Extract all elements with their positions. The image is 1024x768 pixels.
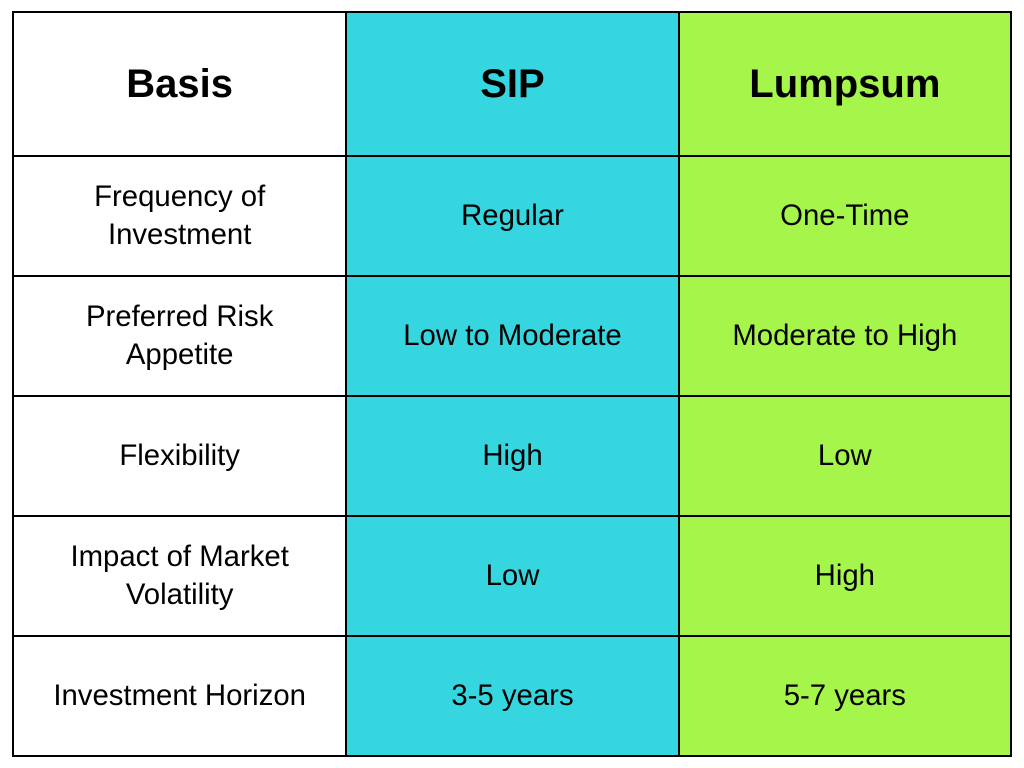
cell-text: Low to Moderate — [403, 317, 621, 355]
cell-basis: Investment Horizon — [13, 636, 346, 756]
table-row: Investment Horizon 3-5 years 5-7 years — [13, 636, 1011, 756]
header-lumpsum: Lumpsum — [679, 12, 1011, 156]
cell-sip: 3-5 years — [346, 636, 678, 756]
comparison-table: Basis SIP Lumpsum Frequency of Investmen… — [12, 11, 1012, 757]
cell-sip: High — [346, 396, 678, 516]
table-row: Preferred Risk Appetite Low to Moderate … — [13, 276, 1011, 396]
cell-text: Low — [486, 557, 540, 595]
cell-text: Frequency of Investment — [30, 178, 329, 254]
cell-text: Moderate to High — [732, 317, 957, 355]
cell-basis: Preferred Risk Appetite — [13, 276, 346, 396]
cell-text: High — [482, 437, 542, 475]
cell-text: Flexibility — [119, 437, 240, 475]
header-sip: SIP — [346, 12, 678, 156]
cell-basis: Flexibility — [13, 396, 346, 516]
cell-lumpsum: High — [679, 516, 1011, 636]
header-basis-label: Basis — [126, 58, 233, 110]
cell-lumpsum: Moderate to High — [679, 276, 1011, 396]
header-basis: Basis — [13, 12, 346, 156]
cell-sip: Low — [346, 516, 678, 636]
cell-lumpsum: One-Time — [679, 156, 1011, 276]
cell-sip: Regular — [346, 156, 678, 276]
table-row: Impact of Market Volatility Low High — [13, 516, 1011, 636]
cell-basis: Frequency of Investment — [13, 156, 346, 276]
table-body: Frequency of Investment Regular One-Time… — [13, 156, 1011, 756]
cell-text: 5-7 years — [784, 677, 906, 715]
header-lumpsum-label: Lumpsum — [749, 58, 940, 110]
cell-text: Regular — [461, 197, 564, 235]
cell-basis: Impact of Market Volatility — [13, 516, 346, 636]
cell-text: 3-5 years — [451, 677, 573, 715]
cell-lumpsum: Low — [679, 396, 1011, 516]
cell-text: Preferred Risk Appetite — [30, 298, 329, 374]
table-header-row: Basis SIP Lumpsum — [13, 12, 1011, 156]
table-row: Frequency of Investment Regular One-Time — [13, 156, 1011, 276]
cell-text: High — [815, 557, 875, 595]
cell-lumpsum: 5-7 years — [679, 636, 1011, 756]
cell-text: One-Time — [780, 197, 909, 235]
cell-text: Impact of Market Volatility — [30, 538, 329, 614]
table-row: Flexibility High Low — [13, 396, 1011, 516]
header-sip-label: SIP — [480, 58, 544, 110]
cell-text: Investment Horizon — [53, 677, 306, 715]
cell-text: Low — [818, 437, 872, 475]
cell-sip: Low to Moderate — [346, 276, 678, 396]
